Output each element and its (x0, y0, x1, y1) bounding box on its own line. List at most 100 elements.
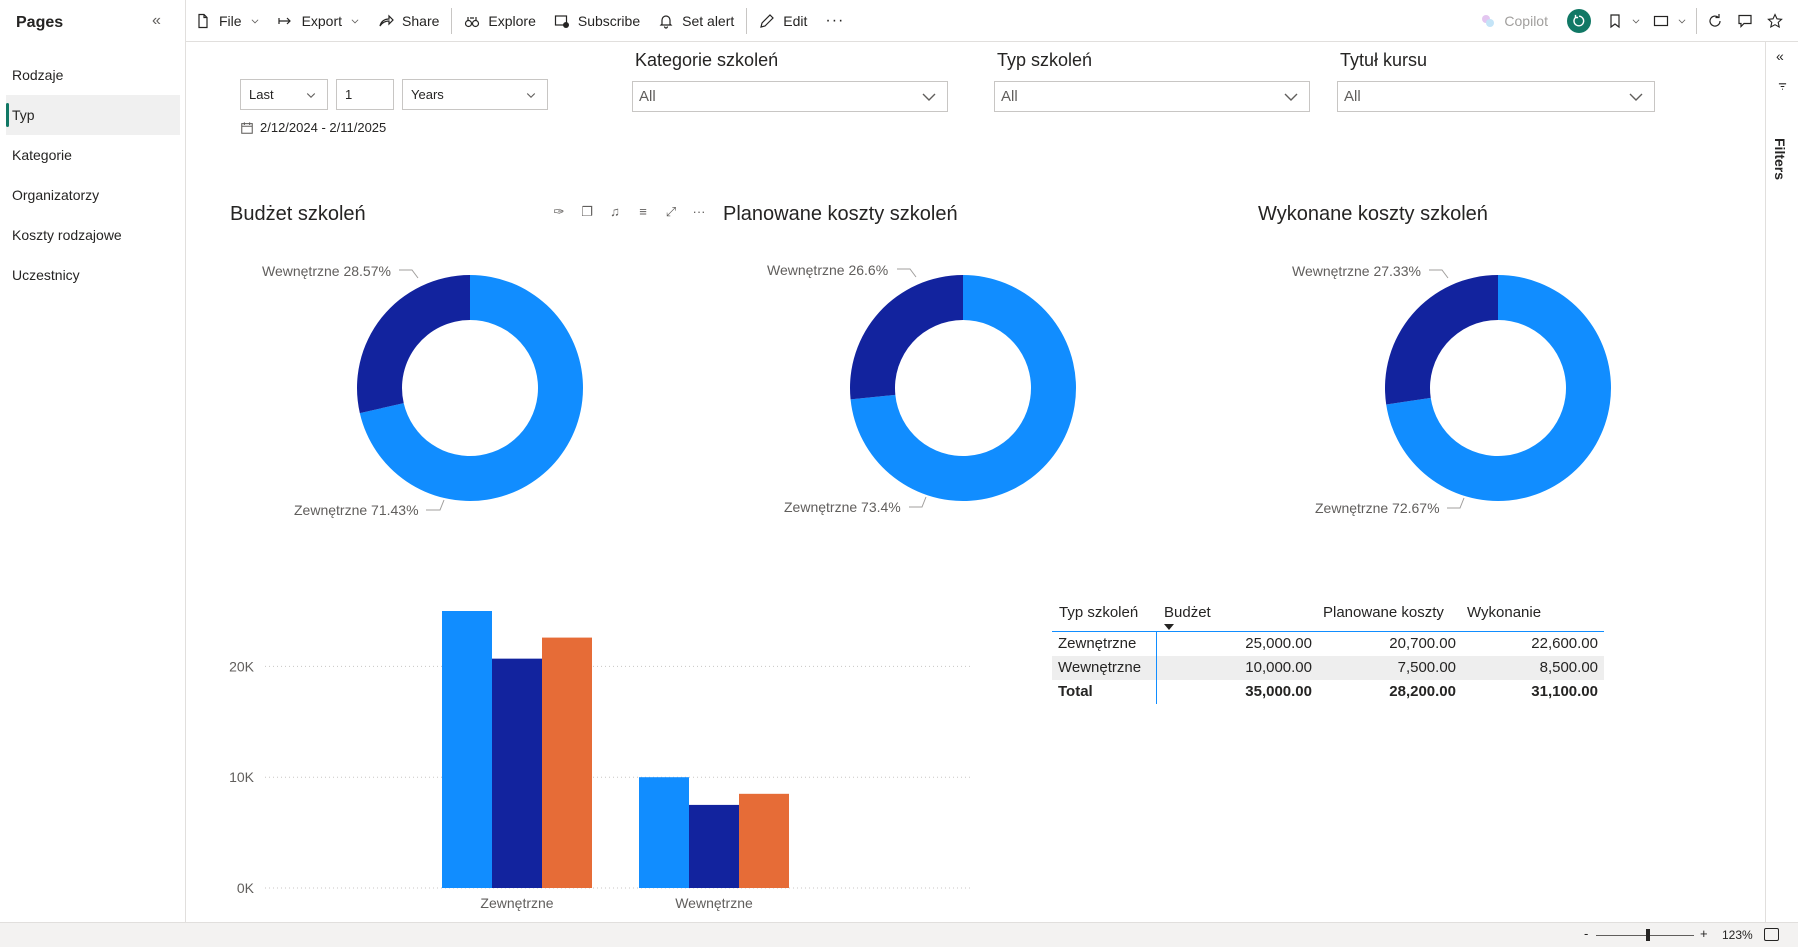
filters-label: Filters (1772, 138, 1788, 181)
alert-bell-icon[interactable]: ♫ (610, 204, 620, 219)
share-label: Share (402, 12, 440, 29)
copilot-icon (1482, 15, 1495, 27)
table-row[interactable]: Wewnętrzne 10,000.00 7,500.00 8,500.00 (1052, 656, 1604, 680)
bar-wewntrzne-0[interactable] (639, 777, 689, 888)
slicer-title-tytul: Tytuł kursu (1340, 50, 1428, 70)
more-options-button[interactable]: ··· (816, 0, 853, 42)
table-cell: 35,000.00 (1245, 683, 1312, 700)
slicer-tytul-dropdown[interactable]: All (1337, 81, 1655, 112)
share-button[interactable]: Share (369, 0, 448, 42)
donut-chart-budzet[interactable] (350, 268, 590, 508)
chevron-down-icon (1632, 19, 1640, 24)
more-options-icon[interactable]: ··· (692, 204, 706, 219)
table-header-budzet[interactable]: Budżet (1164, 604, 1211, 621)
bell-icon (659, 14, 673, 29)
page-item-kategorie[interactable]: Kategorie (12, 147, 72, 163)
focus-mode-icon[interactable]: ⤢ (665, 204, 677, 219)
date-range-text: 2/12/2024 - 2/11/2025 (260, 120, 387, 135)
bar-zewntrzne-1[interactable] (492, 658, 542, 888)
leader-line (426, 499, 445, 511)
copilot-button[interactable]: Copilot (1471, 0, 1557, 42)
file-icon (198, 13, 208, 28)
zoom-slider-track[interactable] (1596, 935, 1694, 936)
chevron-down-icon (1629, 93, 1643, 101)
explore-button[interactable]: Explore (455, 0, 544, 42)
zoom-out-button[interactable]: - (1584, 926, 1589, 941)
table-header-divider (1052, 631, 1604, 632)
date-mode-dropdown[interactable]: Last (240, 79, 328, 110)
file-label: File (219, 12, 242, 29)
donut-slice-wewntrzne[interactable] (1385, 275, 1498, 405)
file-menu[interactable]: File (186, 0, 269, 42)
page-item-koszty-rodzajowe[interactable]: Koszty rodzajowe (12, 227, 122, 243)
comment-button[interactable] (1730, 0, 1760, 42)
date-range: 2/12/2024 - 2/11/2025 (240, 120, 386, 135)
slicer-title-typ: Typ szkoleń (997, 50, 1093, 70)
donut-label-planowane-zewnetrzne: Zewnętrzne 73.4% (784, 499, 901, 515)
expand-filters-icon[interactable]: « (1776, 48, 1784, 64)
copy-icon[interactable]: ❐ (581, 204, 593, 219)
bar-wewntrzne-1[interactable] (689, 804, 739, 888)
page-item-typ[interactable]: Typ (6, 95, 180, 135)
donut-label-wykonane-wewnetrzne: Wewnętrzne 27.33% (1292, 263, 1421, 279)
table-row[interactable]: Zewnętrzne 25,000.00 20,700.00 22,600.00 (1052, 632, 1604, 656)
bar-zewntrzne-2[interactable] (542, 637, 592, 888)
donut-slice-wewntrzne[interactable] (357, 275, 470, 414)
table-header-planowane[interactable]: Planowane koszty (1323, 604, 1444, 621)
subscribe-button[interactable]: Subscribe (545, 0, 649, 42)
leader-line (897, 268, 917, 278)
edit-button[interactable]: Edit (750, 0, 816, 42)
bar-chart[interactable]: 0K 10K 20K Zewnętrzne Wewnętrzne (220, 590, 980, 920)
table-cell: Total (1058, 683, 1093, 700)
visual-header-icons: ✑ ❐ ♫ ≡ ⤢ ··· (551, 204, 707, 220)
table-column-divider (1156, 632, 1157, 704)
donut-slice-zewntrzne[interactable] (850, 275, 1076, 501)
reset-button[interactable] (1567, 9, 1591, 33)
donut-slice-wewntrzne[interactable] (850, 275, 963, 400)
zoom-in-button[interactable]: + (1700, 926, 1708, 941)
page-item-uczestnicy[interactable]: Uczestnicy (12, 267, 80, 283)
filters-pane[interactable]: « Filters (1765, 42, 1798, 922)
page-item-rodzaje[interactable]: Rodzaje (12, 67, 64, 83)
pages-panel: Pages « Rodzaje Typ Kategorie Organizato… (0, 0, 186, 922)
table-header-typ[interactable]: Typ szkoleń (1059, 604, 1139, 621)
date-unit-dropdown[interactable]: Years (402, 79, 548, 110)
view-icon (1653, 15, 1669, 27)
toolbar: File Export Share Explore Subscribe Set … (186, 0, 1798, 42)
export-menu[interactable]: Export (269, 0, 369, 42)
export-label: Export (301, 12, 343, 29)
chevron-down-icon (251, 18, 258, 23)
y-tick-label: 10K (229, 769, 255, 785)
view-button[interactable] (1647, 0, 1693, 42)
y-tick-label: 20K (229, 658, 255, 674)
table-cell: 22,600.00 (1531, 635, 1598, 652)
donut-chart-wykonane[interactable] (1378, 268, 1618, 508)
bar-zewntrzne-0[interactable] (442, 611, 492, 888)
zoom-slider-thumb[interactable] (1646, 929, 1650, 941)
slicer-kategorie-dropdown[interactable]: All (632, 81, 948, 112)
table-header-wykonanie[interactable]: Wykonanie (1467, 604, 1542, 621)
filter-icon[interactable]: ≡ (639, 204, 647, 219)
binoculars-icon (465, 16, 480, 27)
refresh-button[interactable] (1700, 0, 1730, 42)
slicer-typ-dropdown[interactable]: All (994, 81, 1310, 112)
collapse-pages-icon[interactable]: « (152, 12, 161, 29)
donut-slice-zewntrzne[interactable] (359, 275, 583, 501)
pin-icon[interactable]: ✑ (553, 204, 565, 219)
leader-line (1447, 497, 1465, 509)
donut-title-wykonane: Wykonane koszty szkoleń (1258, 203, 1488, 225)
favorite-button[interactable] (1760, 0, 1790, 42)
set-alert-button[interactable]: Set alert (649, 0, 743, 42)
bookmark-button[interactable] (1601, 0, 1647, 42)
donut-slice-zewntrzne[interactable] (1386, 275, 1611, 501)
donut-title-planowane: Planowane koszty szkoleń (723, 203, 958, 225)
donut-chart-planowane[interactable] (843, 268, 1083, 508)
slicer-tytul-value: All (1344, 88, 1361, 105)
date-unit-value: Years (411, 87, 444, 102)
page-item-organizatorzy[interactable]: Organizatorzy (12, 187, 100, 203)
copilot-label: Copilot (1504, 13, 1548, 29)
x-tick-label: Wewnętrzne (675, 895, 753, 911)
bar-wewntrzne-2[interactable] (739, 793, 789, 888)
fit-to-page-icon[interactable] (1764, 928, 1779, 941)
date-count-input[interactable]: 1 (336, 79, 394, 110)
